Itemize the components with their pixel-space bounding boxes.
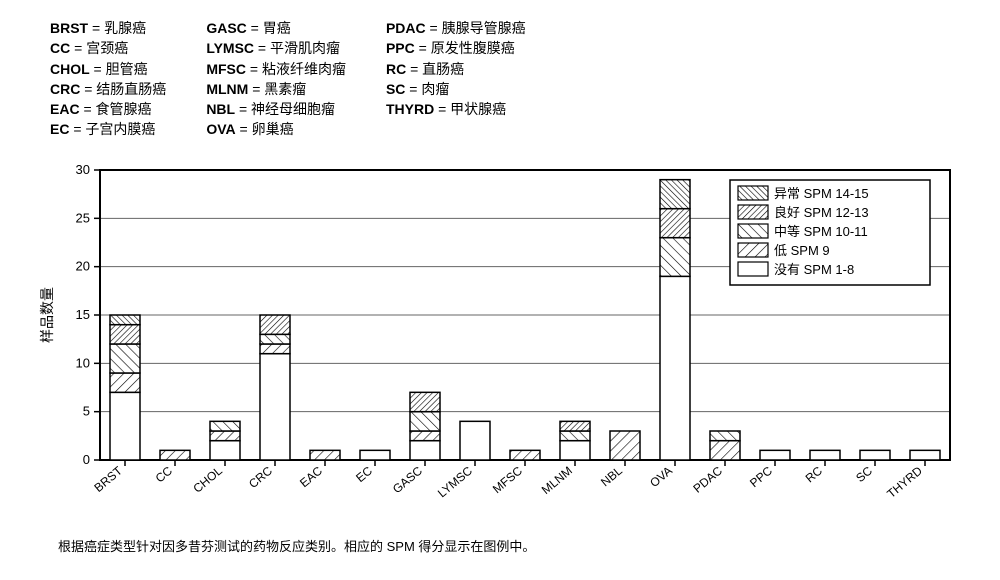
svg-text:CRC: CRC: [246, 463, 275, 491]
svg-text:MFSC: MFSC: [490, 463, 525, 496]
abbrev-ec: EC = 子宫内膜癌: [50, 119, 166, 139]
svg-text:LYMSC: LYMSC: [435, 463, 475, 500]
bar-CRC-none: [260, 353, 290, 459]
bar-BRST-good: [110, 324, 140, 343]
abbrev-pdac: PDAC = 胰腺导管腺癌: [386, 18, 526, 38]
abbrev-mfsc: MFSC = 粘液纤维肉瘤: [206, 59, 346, 79]
bar-CC-low: [160, 450, 190, 460]
svg-text:30: 30: [76, 162, 90, 177]
bar-PDAC-low: [710, 440, 740, 459]
bar-CRC-good: [260, 315, 290, 334]
svg-text:PPC: PPC: [747, 463, 775, 490]
bar-CRC-low: [260, 344, 290, 354]
abbrev-cc: CC = 宫颈癌: [50, 38, 166, 58]
abbrev-lymsc: LYMSC = 平滑肌肉瘤: [206, 38, 346, 58]
abbrev-ppc: PPC = 原发性腹膜癌: [386, 38, 526, 58]
bar-GASC-good: [410, 392, 440, 411]
bar-BRST-low: [110, 373, 140, 392]
bar-MLNM-good: [560, 421, 590, 431]
svg-text:样品数量: 样品数量: [39, 287, 55, 343]
svg-text:GASC: GASC: [390, 463, 425, 496]
bar-EC-none: [360, 450, 390, 460]
svg-text:20: 20: [76, 258, 90, 273]
abbrev-thyrd: THYRD = 甲状腺癌: [386, 99, 526, 119]
bar-EAC-low: [310, 450, 340, 460]
bar-GASC-med: [410, 411, 440, 430]
bar-THYRD-none: [910, 450, 940, 460]
bar-MFSC-low: [510, 450, 540, 460]
abbrev-ova: OVA = 卵巢癌: [206, 119, 346, 139]
bar-NBL-low: [610, 431, 640, 460]
bar-OVA-none: [660, 276, 690, 460]
svg-text:低 SPM 9: 低 SPM 9: [774, 243, 830, 258]
svg-text:中等 SPM 10-11: 中等 SPM 10-11: [774, 224, 868, 239]
svg-text:NBL: NBL: [598, 463, 625, 489]
bar-CRC-med: [260, 334, 290, 344]
svg-text:25: 25: [76, 210, 90, 225]
svg-text:PDAC: PDAC: [690, 463, 725, 495]
abbrev-eac: EAC = 食管腺癌: [50, 99, 166, 119]
svg-text:良好 SPM 12-13: 良好 SPM 12-13: [774, 205, 869, 220]
abbrev-nbl: NBL = 神经母细胞瘤: [206, 99, 346, 119]
bar-PPC-none: [760, 450, 790, 460]
svg-text:10: 10: [76, 355, 90, 370]
bar-PDAC-med: [710, 431, 740, 441]
svg-text:没有 SPM 1-8: 没有 SPM 1-8: [774, 262, 854, 277]
abbrev-rc: RC = 直肠癌: [386, 59, 526, 79]
svg-text:MLNM: MLNM: [539, 463, 575, 496]
bar-MLNM-none: [560, 440, 590, 459]
svg-text:5: 5: [83, 403, 90, 418]
abbrev-col-2: GASC = 胃癌LYMSC = 平滑肌肉瘤MFSC = 粘液纤维肉瘤MLNM …: [206, 18, 346, 140]
bar-OVA-med: [660, 237, 690, 276]
bar-OVA-abn: [660, 179, 690, 208]
svg-text:CC: CC: [153, 463, 176, 485]
abbrev-gasc: GASC = 胃癌: [206, 18, 346, 38]
bar-BRST-abn: [110, 315, 140, 325]
abbreviation-table: BRST = 乳腺癌CC = 宫颈癌CHOL = 胆管癌CRC = 结肠直肠癌E…: [50, 18, 970, 140]
bar-RC-none: [810, 450, 840, 460]
bar-SC-none: [860, 450, 890, 460]
bar-CHOL-low: [210, 431, 240, 441]
figure-caption: 根据癌症类型针对因多昔芬测试的药物反应类别。相应的 SPM 得分显示在图例中。: [58, 536, 970, 555]
abbrev-crc: CRC = 结肠直肠癌: [50, 79, 166, 99]
chart-svg: 0 5 10 15 20 25 30 样品数量 BRST CC CHOL CRC EAC EC GASC LY…: [30, 150, 970, 530]
bar-GASC-low: [410, 431, 440, 441]
svg-text:CHOL: CHOL: [190, 463, 225, 495]
svg-text:EC: EC: [353, 463, 375, 485]
bar-OVA-good: [660, 208, 690, 237]
abbrev-brst: BRST = 乳腺癌: [50, 18, 166, 38]
svg-text:0: 0: [83, 452, 90, 467]
svg-text:15: 15: [76, 307, 90, 322]
svg-text:RC: RC: [803, 463, 826, 485]
bar-LYMSC-none: [460, 421, 490, 460]
bar-BRST-med: [110, 344, 140, 373]
bar-CHOL-med: [210, 421, 240, 431]
svg-text:异常 SPM 14-15: 异常 SPM 14-15: [774, 186, 869, 201]
svg-text:BRST: BRST: [91, 463, 125, 495]
bar-GASC-none: [410, 440, 440, 459]
svg-text:EAC: EAC: [297, 463, 325, 490]
bar-MLNM-med: [560, 431, 590, 441]
spm-stacked-bar-chart: 0 5 10 15 20 25 30 样品数量 BRST CC CHOL CRC EAC EC GASC LY…: [30, 150, 970, 530]
abbrev-col-1: BRST = 乳腺癌CC = 宫颈癌CHOL = 胆管癌CRC = 结肠直肠癌E…: [50, 18, 166, 140]
abbrev-chol: CHOL = 胆管癌: [50, 59, 166, 79]
bar-CHOL-none: [210, 440, 240, 459]
abbrev-col-3: PDAC = 胰腺导管腺癌PPC = 原发性腹膜癌RC = 直肠癌SC = 肉瘤…: [386, 18, 526, 140]
svg-text:THYRD: THYRD: [884, 463, 925, 501]
abbrev-mlnm: MLNM = 黑素瘤: [206, 79, 346, 99]
bar-BRST-none: [110, 392, 140, 460]
abbrev-sc: SC = 肉瘤: [386, 79, 526, 99]
svg-text:SC: SC: [853, 463, 875, 485]
svg-text:OVA: OVA: [647, 463, 675, 489]
